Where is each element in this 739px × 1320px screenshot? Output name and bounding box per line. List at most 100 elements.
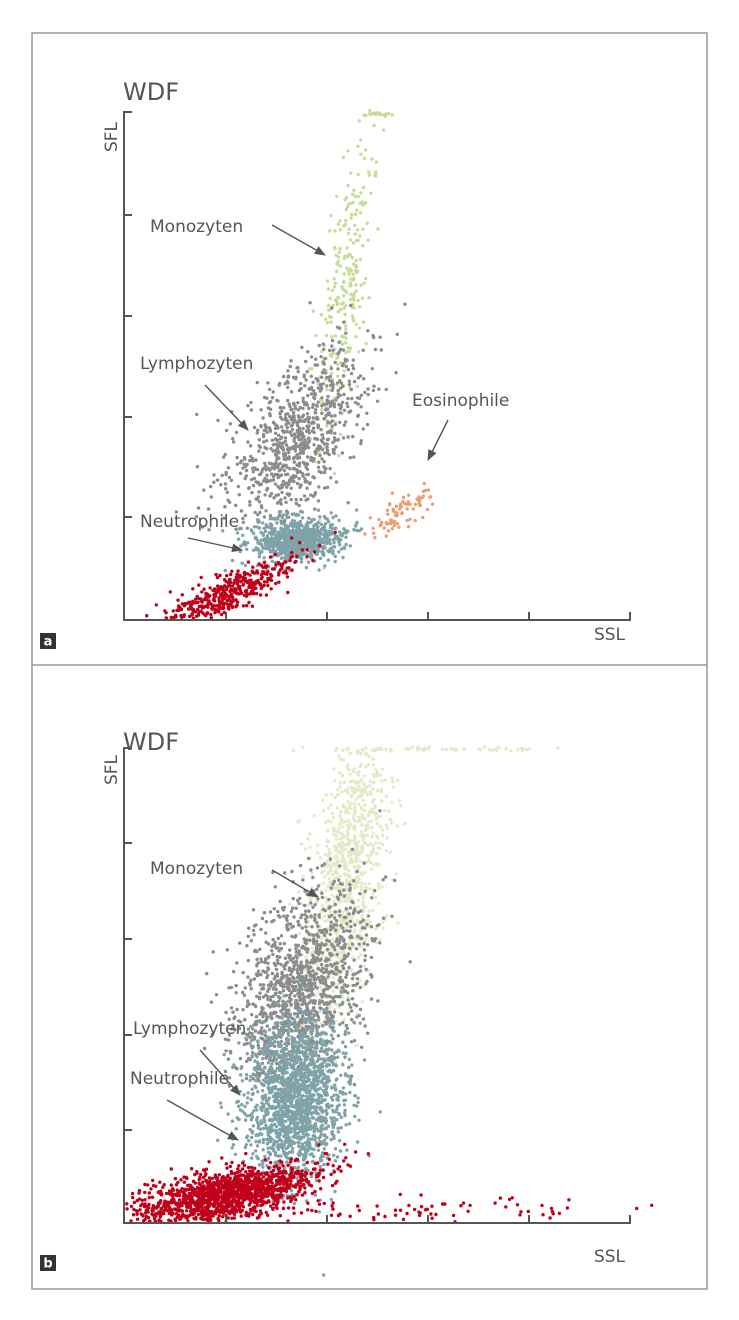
cell-dot — [361, 1017, 366, 1021]
cell-dot — [364, 746, 368, 750]
cell-dot — [383, 112, 388, 117]
cell-dot — [309, 950, 313, 955]
cell-dot — [401, 499, 405, 504]
cell-dot — [346, 763, 350, 767]
cell-dot — [366, 238, 370, 242]
cell-dot — [363, 870, 367, 875]
cell-dot — [202, 1046, 207, 1051]
cell-dot — [370, 896, 374, 900]
cell-dot — [325, 448, 330, 452]
cell-dot — [359, 909, 363, 913]
cell-dot — [378, 938, 382, 942]
cell-dot — [261, 416, 265, 420]
cell-dot — [237, 587, 241, 591]
cell-dot — [227, 475, 232, 480]
cell-dot — [315, 851, 320, 855]
cell-dot — [270, 567, 275, 571]
cell-dot — [393, 878, 397, 883]
cell-dot — [345, 921, 349, 926]
cell-dot — [290, 479, 294, 483]
cell-dot — [316, 924, 320, 928]
cell-dot — [347, 768, 351, 772]
cell-dot — [342, 224, 346, 228]
cell-dot — [293, 407, 298, 411]
cell-dot — [381, 828, 385, 832]
cell-dot — [303, 903, 307, 908]
cell-dot — [270, 971, 275, 976]
cell-dot — [241, 466, 245, 470]
cell-dot — [351, 200, 355, 205]
cell-dot — [306, 440, 311, 444]
cell-dot — [298, 896, 302, 901]
cell-dot — [279, 406, 283, 410]
cell-dot — [325, 442, 329, 446]
cell-dot — [376, 788, 380, 793]
cell-dot — [337, 771, 342, 775]
cell-dot — [255, 974, 260, 978]
cell-dot — [332, 767, 336, 771]
cell-dot — [294, 906, 298, 910]
cell-dot — [307, 387, 311, 391]
cell-dot — [349, 1005, 353, 1009]
cell-dot — [358, 305, 362, 309]
cell-dot — [374, 160, 379, 164]
cell-dot — [164, 611, 168, 615]
cell-dot — [277, 433, 281, 437]
cell-dot — [355, 423, 359, 427]
cell-dot — [374, 768, 378, 772]
cell-dot — [304, 461, 308, 466]
cell-dot — [326, 987, 330, 991]
cell-dot — [496, 745, 500, 749]
cell-dot — [355, 228, 360, 232]
cell-dot — [305, 959, 309, 963]
cell-dot — [315, 964, 319, 968]
cell-dot — [272, 907, 276, 911]
cell-dot — [293, 560, 297, 564]
cell-dot — [354, 947, 359, 951]
cell-dot — [251, 531, 256, 536]
cell-dot — [356, 402, 360, 406]
cell-dot — [279, 978, 283, 982]
cell-dot — [306, 856, 311, 861]
cell-dot — [338, 246, 342, 251]
cell-dot — [330, 811, 334, 816]
cell-dot — [255, 380, 259, 385]
cell-dot — [273, 940, 277, 944]
cell-dot — [264, 509, 268, 513]
cell-dot — [328, 932, 332, 937]
cell-dot — [353, 400, 358, 405]
cell-dot — [298, 535, 303, 540]
cell-dot — [326, 394, 330, 399]
cell-dot — [248, 1058, 252, 1062]
cell-dot — [347, 227, 351, 231]
cell-dot — [319, 522, 323, 526]
cell-dot — [311, 939, 316, 943]
cell-dot — [325, 485, 330, 489]
cell-dot — [293, 935, 297, 939]
cell-dot — [371, 334, 375, 338]
cell-dot — [257, 997, 262, 1001]
cell-dot — [241, 520, 245, 525]
cell-dot — [302, 402, 307, 407]
cell-dot — [325, 321, 329, 325]
cell-dot — [304, 988, 308, 992]
cell-dot — [494, 749, 498, 753]
cell-dot — [269, 478, 273, 483]
cell-dot — [357, 784, 361, 789]
cell-dot — [224, 472, 228, 477]
cell-dot — [296, 444, 301, 448]
cell-dot — [351, 434, 355, 439]
cell-dot — [315, 363, 320, 367]
cell-dot — [339, 946, 343, 950]
cell-dot — [335, 830, 340, 834]
cell-dot — [285, 575, 290, 579]
cell-dot — [312, 426, 316, 430]
cell-dot — [346, 746, 351, 751]
cell-dot — [310, 946, 314, 951]
cell-dot — [347, 826, 351, 830]
cell-dot — [344, 420, 348, 424]
cell-dot — [344, 364, 348, 369]
cell-dot — [352, 884, 357, 889]
cell-dot — [316, 935, 321, 939]
cell-dot — [291, 420, 295, 425]
